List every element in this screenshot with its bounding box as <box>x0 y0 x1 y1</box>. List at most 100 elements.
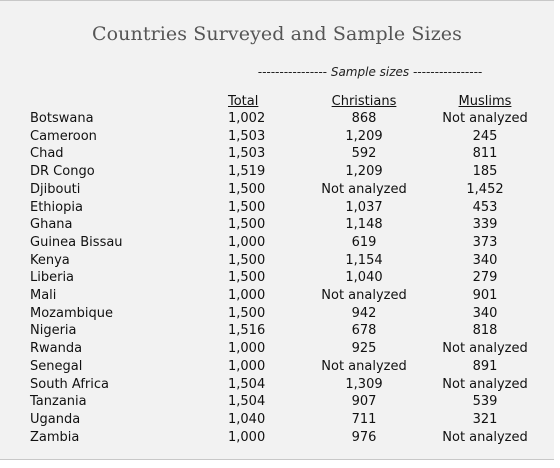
cell-total: 1,503 <box>228 128 266 144</box>
cell-country: South Africa <box>30 376 109 392</box>
table-row: Ghana 1,500 1,148 339 <box>30 216 544 234</box>
cell-country: Zambia <box>30 429 80 445</box>
cell-country: Mali <box>30 288 57 304</box>
table-header-row: Total Christians Muslims <box>30 93 544 110</box>
header-country <box>30 93 228 110</box>
cell-country: Botswana <box>30 111 94 126</box>
table-row: Djibouti 1,500 Not analyzed 1,452 <box>30 181 544 199</box>
cell-country: Senegal <box>30 358 83 374</box>
table-row: Chad 1,503 592 811 <box>30 145 544 163</box>
table-row: Botswana 1,002 868 Not analyzed <box>30 110 544 128</box>
cell-total: 1,503 <box>228 146 266 162</box>
header-total: Total <box>228 94 259 109</box>
header-muslims: Muslims <box>458 94 512 109</box>
table-row: Cameroon 1,503 1,209 245 <box>30 128 544 146</box>
cell-total: 1,500 <box>228 181 266 197</box>
table-row: Kenya 1,500 1,154 340 <box>30 252 544 270</box>
cell-christians: 907 <box>351 394 377 410</box>
cell-christians: 619 <box>351 234 377 250</box>
cell-muslims: 245 <box>472 128 498 144</box>
cell-country: Tanzania <box>30 394 87 410</box>
cell-muslims: Not analyzed <box>442 111 528 126</box>
table-body: Botswana 1,002 868 Not analyzed Cameroon 1,50… <box>30 110 544 446</box>
cell-total: 1,500 <box>228 252 266 268</box>
cell-muslims: 279 <box>472 270 498 286</box>
cell-total: 1,002 <box>228 111 266 126</box>
table-row: South Africa 1,504 1,309 Not analyzed <box>30 376 544 394</box>
sample-sizes-spanner: ---------------- Sample sizes ----------… <box>257 65 483 79</box>
cell-christians: Not analyzed <box>321 181 407 197</box>
cell-christians: 1,154 <box>345 252 383 268</box>
figure-panel: Countries Surveyed and Sample Sizes ----… <box>0 0 554 460</box>
table-row: Senegal 1,000 Not analyzed 891 <box>30 358 544 376</box>
cell-total: 1,500 <box>228 305 266 321</box>
cell-muslims: 340 <box>472 305 498 321</box>
cell-muslims: 818 <box>472 323 498 339</box>
cell-christians: 1,209 <box>345 128 383 144</box>
cell-total: 1,000 <box>228 288 266 304</box>
cell-total: 1,504 <box>228 376 266 392</box>
cell-country: Ethiopia <box>30 199 83 215</box>
cell-country: Liberia <box>30 270 75 286</box>
header-christians: Christians <box>331 94 397 109</box>
cell-christians: Not analyzed <box>321 288 407 304</box>
cell-christians: 942 <box>351 305 377 321</box>
cell-muslims: Not analyzed <box>442 341 528 357</box>
cell-muslims: 321 <box>472 411 498 427</box>
cell-total: 1,504 <box>228 394 266 410</box>
cell-muslims: Not analyzed <box>442 376 528 392</box>
cell-total: 1,000 <box>228 358 266 374</box>
cell-muslims: Not analyzed <box>442 429 528 445</box>
cell-country: Rwanda <box>30 341 83 357</box>
cell-muslims: 340 <box>472 252 498 268</box>
cell-total: 1,516 <box>228 323 266 339</box>
cell-total: 1,000 <box>228 341 266 357</box>
table-row: Ethiopia 1,500 1,037 453 <box>30 199 544 217</box>
table-row: Guinea Bissau 1,000 619 373 <box>30 234 544 252</box>
table-row: Tanzania 1,504 907 539 <box>30 393 544 411</box>
cell-total: 1,040 <box>228 411 266 427</box>
table-row: Uganda 1,040 711 321 <box>30 411 544 429</box>
cell-christians: 1,209 <box>345 164 383 180</box>
cell-christians: 711 <box>351 411 377 427</box>
cell-muslims: 901 <box>472 288 498 304</box>
sample-size-table: Total Christians Muslims Botswana 1,002 86… <box>30 93 544 446</box>
cell-christians: 1,309 <box>345 376 383 392</box>
cell-christians: 1,040 <box>345 270 383 286</box>
table-row: Mozambique 1,500 942 340 <box>30 305 544 323</box>
cell-country: Djibouti <box>30 181 81 197</box>
cell-christians: 925 <box>351 341 377 357</box>
cell-muslims: 891 <box>472 358 498 374</box>
table-row: Nigeria 1,516 678 818 <box>30 322 544 340</box>
cell-muslims: 811 <box>472 146 498 162</box>
cell-muslims: 339 <box>472 217 498 233</box>
cell-total: 1,500 <box>228 270 266 286</box>
cell-muslims: 185 <box>472 164 498 180</box>
cell-country: Nigeria <box>30 323 77 339</box>
cell-christians: 1,037 <box>345 199 383 215</box>
cell-christians: 1,148 <box>345 217 383 233</box>
table-row: Zambia 1,000 976 Not analyzed <box>30 429 544 447</box>
cell-total: 1,519 <box>228 164 266 180</box>
cell-muslims: 453 <box>472 199 498 215</box>
cell-country: Chad <box>30 146 64 162</box>
cell-muslims: 373 <box>472 234 498 250</box>
cell-country: Ghana <box>30 217 73 233</box>
cell-christians: 976 <box>351 429 377 445</box>
cell-country: Cameroon <box>30 128 97 144</box>
cell-country: Kenya <box>30 252 70 268</box>
cell-muslims: 1,452 <box>466 181 504 197</box>
cell-country: DR Congo <box>30 164 95 180</box>
cell-total: 1,000 <box>228 234 266 250</box>
cell-country: Uganda <box>30 411 81 427</box>
cell-total: 1,500 <box>228 217 266 233</box>
cell-christians: 592 <box>351 146 377 162</box>
table-row: Mali 1,000 Not analyzed 901 <box>30 287 544 305</box>
table-row: Liberia 1,500 1,040 279 <box>30 269 544 287</box>
cell-muslims: 539 <box>472 394 498 410</box>
cell-christians: 678 <box>351 323 377 339</box>
cell-country: Guinea Bissau <box>30 234 123 250</box>
cell-total: 1,500 <box>228 199 266 215</box>
cell-christians: Not analyzed <box>321 358 407 374</box>
table-row: Rwanda 1,000 925 Not analyzed <box>30 340 544 358</box>
